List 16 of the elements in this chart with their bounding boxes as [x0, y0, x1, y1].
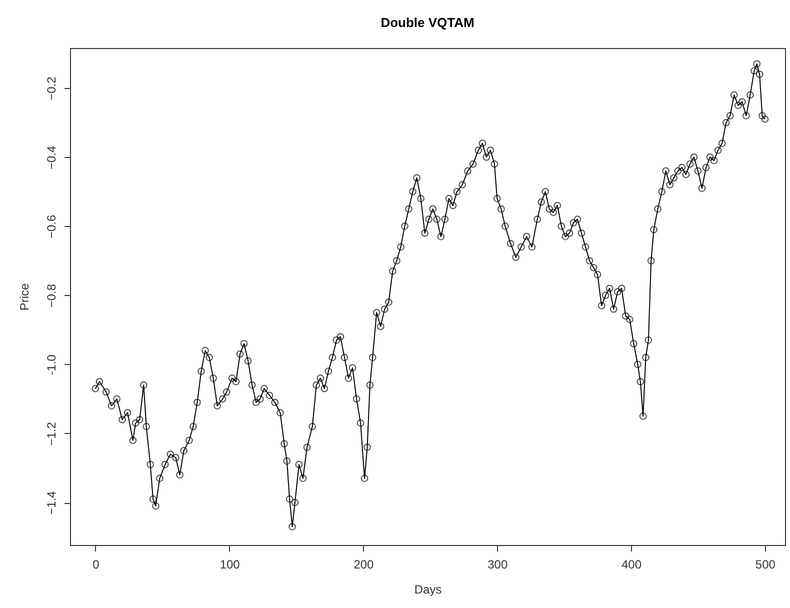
x-tick-label: 0 — [92, 558, 100, 572]
x-tick-label: 500 — [755, 558, 776, 572]
y-axis-title: Price — [18, 283, 32, 311]
y-tick-label: −0.2 — [44, 76, 58, 100]
y-tick-label: −0.8 — [44, 284, 58, 308]
y-tick-label: −0.6 — [44, 214, 58, 239]
chart-title: Double VQTAM — [380, 15, 474, 30]
x-tick-label: 400 — [622, 558, 642, 572]
y-tick-label: −0.4 — [44, 145, 58, 170]
x-axis-title: Days — [414, 582, 442, 596]
y-tick-label: -1.0 — [44, 354, 58, 376]
x-tick-label: 300 — [488, 558, 508, 572]
x-tick-label: 100 — [220, 558, 240, 572]
x-tick-label: 200 — [354, 558, 374, 572]
y-tick-label: −1.4 — [44, 490, 58, 515]
y-tick-label: −1.2 — [44, 422, 58, 446]
